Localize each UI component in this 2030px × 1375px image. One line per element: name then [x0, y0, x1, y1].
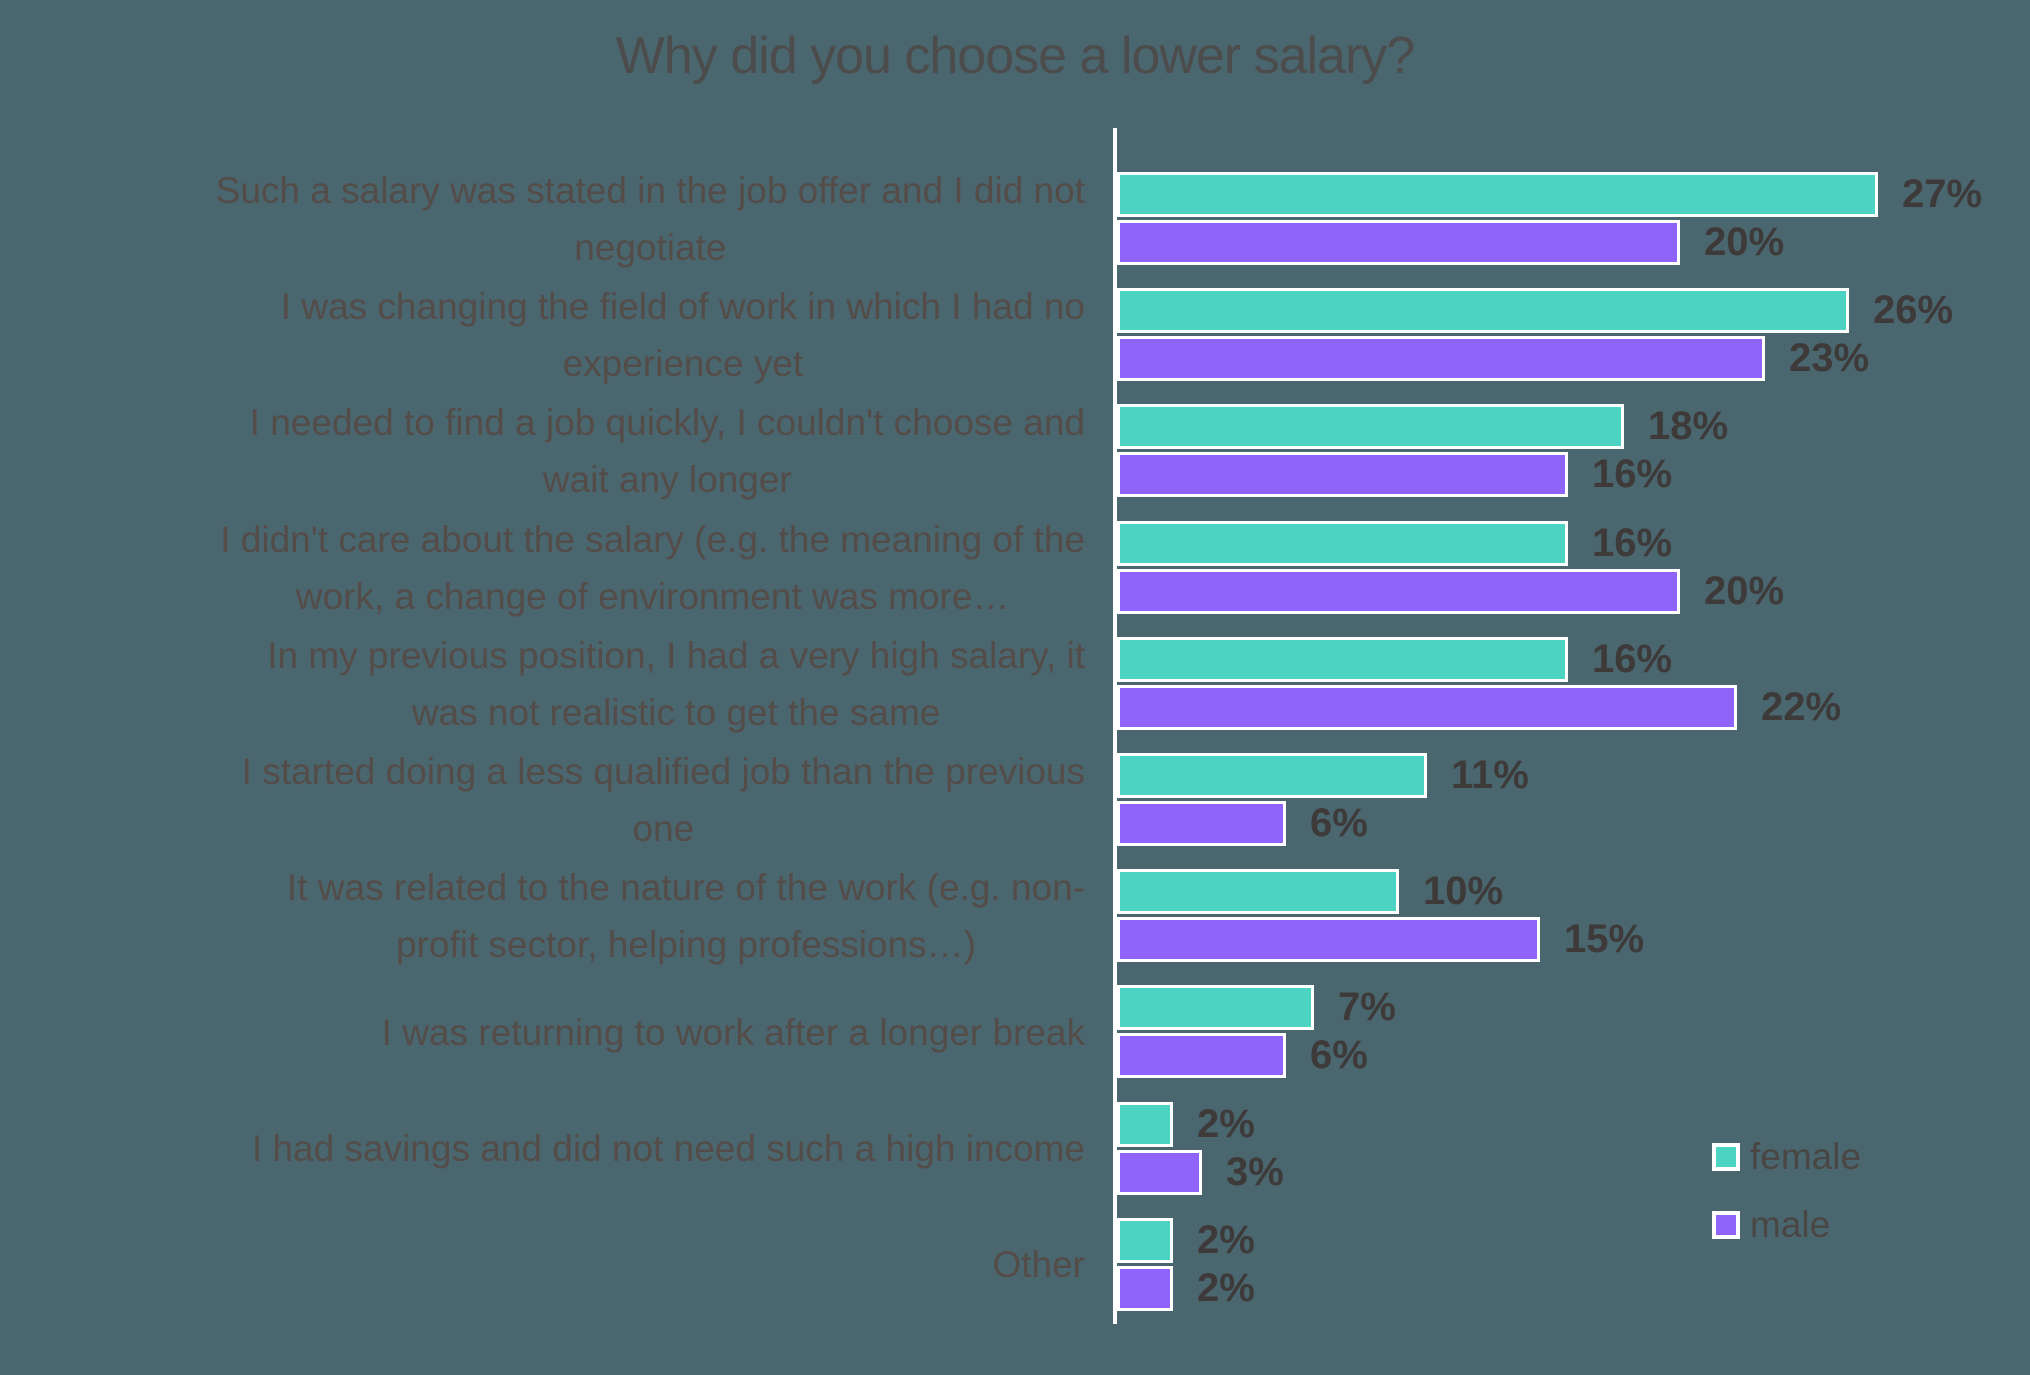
female-bar	[1117, 1217, 1173, 1263]
bar-pair: 2% 2%	[1117, 1217, 1255, 1311]
female-value-label: 10%	[1423, 869, 1504, 914]
male-value-label: 20%	[1704, 219, 1785, 264]
category-label: Such a salary was stated in the job offe…	[215, 169, 1085, 268]
male-value-label: 23%	[1789, 336, 1870, 381]
female-bar	[1117, 520, 1568, 566]
legend-item-female: female	[1712, 1136, 1861, 1177]
category-label: It was related to the nature of the work…	[287, 867, 1085, 966]
y-axis-line	[1113, 128, 1117, 1324]
chart-row: I needed to find a job quickly, I couldn…	[0, 393, 2030, 510]
category-label: I needed to find a job quickly, I couldn…	[249, 402, 1085, 501]
category-label: I had savings and did not need such a hi…	[251, 1128, 1085, 1169]
female-bar	[1117, 288, 1849, 334]
legend-label-male: male	[1750, 1204, 1831, 1245]
male-value-label: 15%	[1564, 917, 1645, 962]
bar-pair: 10% 15%	[1117, 869, 1645, 963]
male-value-label: 3%	[1226, 1149, 1284, 1194]
bar-pair: 11% 6%	[1117, 752, 1529, 846]
bar-pair: 26% 23%	[1117, 288, 1954, 382]
female-value-label: 18%	[1648, 404, 1729, 449]
female-bar	[1117, 1101, 1173, 1147]
bar-pair: 16% 20%	[1117, 520, 1785, 614]
category-label: Other	[992, 1244, 1085, 1286]
male-value-label: 22%	[1761, 684, 1842, 729]
male-bar	[1117, 452, 1568, 498]
category-label: I didn't care about the salary (e.g. the…	[220, 518, 1085, 617]
male-bar	[1117, 917, 1540, 963]
male-swatch-icon	[1712, 1211, 1740, 1239]
male-value-label: 6%	[1310, 800, 1368, 845]
male-value-label: 20%	[1704, 568, 1785, 613]
chart-row: Such a salary was stated in the job offe…	[0, 160, 2030, 277]
chart-row: It was related to the nature of the work…	[0, 858, 2030, 975]
female-value-label: 26%	[1873, 288, 1954, 333]
female-value-label: 16%	[1592, 636, 1673, 681]
female-swatch-icon	[1712, 1143, 1740, 1171]
bar-pair: 27% 20%	[1117, 171, 1983, 265]
female-value-label: 16%	[1592, 520, 1673, 565]
chart-row: Other 2% 2%	[0, 1206, 2030, 1323]
male-bar	[1117, 568, 1680, 614]
male-bar	[1117, 1265, 1173, 1311]
bar-pair: 16% 22%	[1117, 636, 1842, 730]
male-bar	[1117, 219, 1680, 265]
chart-row: I was returning to work after a longer b…	[0, 974, 2030, 1091]
female-bar	[1117, 171, 1878, 217]
chart-row: I started doing a less qualified job tha…	[0, 741, 2030, 858]
male-bar	[1117, 1149, 1202, 1195]
male-value-label: 6%	[1310, 1033, 1368, 1078]
bar-pair: 18% 16%	[1117, 404, 1729, 498]
category-label: I was returning to work after a longer b…	[381, 1011, 1085, 1053]
male-bar	[1117, 1033, 1286, 1079]
female-bar	[1117, 869, 1399, 915]
legend-item-male: male	[1712, 1204, 1861, 1245]
male-bar	[1117, 800, 1286, 846]
chart-title: Why did you choose a lower salary?	[615, 27, 1415, 85]
chart-row: In my previous position, I had a very hi…	[0, 625, 2030, 742]
female-bar	[1117, 985, 1314, 1031]
female-value-label: 2%	[1197, 1217, 1255, 1262]
male-value-label: 2%	[1197, 1265, 1255, 1310]
female-bar	[1117, 752, 1427, 798]
chart-row: I didn't care about the salary (e.g. the…	[0, 509, 2030, 626]
female-bar	[1117, 404, 1624, 450]
female-value-label: 7%	[1338, 985, 1396, 1030]
category-label: I started doing a less qualified job tha…	[241, 750, 1085, 849]
male-value-label: 16%	[1592, 452, 1673, 497]
bar-pair: 7% 6%	[1117, 985, 1396, 1079]
category-label: I was changing the field of work in whic…	[280, 286, 1085, 385]
legend-label-female: female	[1750, 1136, 1862, 1177]
chart-row: I was changing the field of work in whic…	[0, 277, 2030, 394]
legend: female male	[1712, 1136, 1861, 1278]
category-label: In my previous position, I had a very hi…	[267, 634, 1085, 733]
female-value-label: 2%	[1197, 1101, 1255, 1146]
bar-pair: 2% 3%	[1117, 1101, 1284, 1195]
female-value-label: 27%	[1902, 171, 1983, 216]
female-value-label: 11%	[1451, 752, 1529, 797]
female-bar	[1117, 636, 1568, 682]
male-bar	[1117, 684, 1737, 730]
male-bar	[1117, 336, 1765, 382]
chart-row: I had savings and did not need such a hi…	[0, 1090, 2030, 1207]
